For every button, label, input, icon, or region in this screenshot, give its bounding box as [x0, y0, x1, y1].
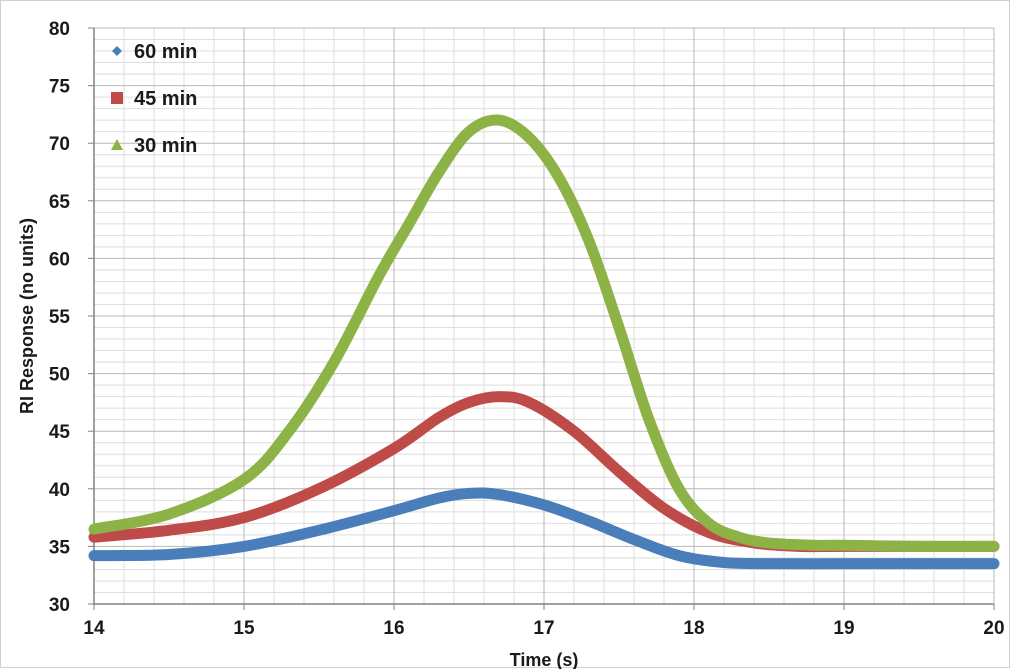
- data-point-30-min: [993, 545, 995, 547]
- y-tick-label: 30: [49, 595, 70, 616]
- series-layer: [88, 114, 1000, 570]
- y-tick-label: 60: [49, 249, 70, 270]
- data-point-60-min: [843, 563, 845, 565]
- x-tick-label: 16: [383, 618, 404, 639]
- y-tick-label: 65: [49, 192, 71, 213]
- y-tick-label: 55: [49, 307, 71, 328]
- data-point-45-min: [438, 416, 440, 418]
- legend-label: 30 min: [134, 135, 197, 157]
- data-point-60-min: [723, 562, 725, 564]
- y-axis-title: RI Response (no units): [17, 218, 37, 414]
- data-point-60-min: [678, 555, 680, 557]
- legend: 60 min 45 min 30 min: [111, 41, 197, 157]
- data-point-60-min: [543, 504, 545, 506]
- x-tick-label: 15: [233, 618, 255, 639]
- data-point-60-min: [468, 492, 470, 494]
- y-tick-label: 50: [49, 365, 70, 386]
- data-point-30-min: [813, 544, 815, 546]
- y-tick-label: 80: [49, 19, 70, 40]
- data-point-30-min: [438, 171, 440, 173]
- data-point-30-min: [498, 119, 500, 121]
- data-point-30-min: [558, 177, 560, 179]
- data-point-30-min: [528, 136, 530, 138]
- data-point-30-min: [588, 240, 590, 242]
- data-point-60-min: [243, 545, 245, 547]
- data-point-60-min: [633, 538, 635, 540]
- data-point-30-min: [648, 419, 650, 421]
- legend-label: 45 min: [134, 88, 197, 110]
- data-point-30-min: [738, 536, 740, 538]
- tick-labels: 14 15 16 17 18 19 20 30 35 40 45 50 55 60 65 70 75 80: [49, 19, 1005, 639]
- x-axis-title: Time (s): [510, 650, 579, 669]
- x-tick-label: 20: [983, 618, 1004, 639]
- data-point-30-min: [618, 327, 620, 329]
- data-point-45-min: [528, 401, 530, 403]
- x-tick-label: 18: [683, 618, 704, 639]
- data-point-45-min: [618, 471, 620, 473]
- legend-label: 60 min: [134, 41, 197, 63]
- data-point-45-min: [243, 517, 245, 519]
- data-point-30-min: [468, 131, 470, 133]
- data-point-60-min: [438, 497, 440, 499]
- x-tick-label: 14: [83, 618, 105, 639]
- data-point-45-min: [498, 396, 500, 398]
- data-point-45-min: [318, 488, 320, 490]
- y-tick-label: 70: [49, 134, 70, 155]
- data-point-30-min: [918, 545, 920, 547]
- data-point-60-min: [168, 553, 170, 555]
- x-tick-label: 17: [533, 618, 554, 639]
- data-point-30-min: [93, 528, 95, 530]
- data-point-30-min: [378, 275, 380, 277]
- y-tick-label: 40: [49, 480, 70, 501]
- data-point-30-min: [843, 544, 845, 546]
- data-point-45-min: [168, 529, 170, 531]
- data-point-45-min: [708, 532, 710, 534]
- data-point-60-min: [918, 563, 920, 565]
- data-point-30-min: [708, 522, 710, 524]
- data-point-60-min: [498, 494, 500, 496]
- data-point-45-min: [393, 447, 395, 449]
- data-point-45-min: [573, 430, 575, 432]
- legend-marker-square-icon: [111, 92, 123, 104]
- data-point-60-min: [588, 520, 590, 522]
- data-point-60-min: [318, 529, 320, 531]
- data-point-30-min: [243, 479, 245, 481]
- y-tick-label: 35: [49, 537, 71, 558]
- legend-marker-triangle-icon: [111, 139, 123, 150]
- x-tick-label: 19: [833, 618, 854, 639]
- y-tick-label: 75: [49, 77, 71, 98]
- y-tick-label: 45: [49, 422, 71, 443]
- data-point-45-min: [93, 536, 95, 538]
- data-point-30-min: [408, 223, 410, 225]
- data-point-30-min: [168, 513, 170, 515]
- data-point-30-min: [288, 430, 290, 432]
- data-point-60-min: [768, 563, 770, 565]
- data-point-60-min: [93, 555, 95, 557]
- data-point-60-min: [993, 563, 995, 565]
- data-point-45-min: [663, 507, 665, 509]
- data-point-60-min: [393, 510, 395, 512]
- data-point-45-min: [468, 401, 470, 403]
- data-point-30-min: [333, 361, 335, 363]
- data-point-30-min: [678, 488, 680, 490]
- legend-marker-diamond-icon: [112, 46, 122, 56]
- data-point-30-min: [768, 542, 770, 544]
